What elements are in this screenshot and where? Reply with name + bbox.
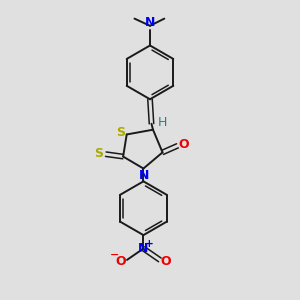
Text: O: O xyxy=(160,255,171,268)
Text: N: N xyxy=(138,242,148,255)
Text: O: O xyxy=(116,255,126,268)
Text: N: N xyxy=(145,16,155,29)
Text: N: N xyxy=(139,169,149,182)
Text: S: S xyxy=(116,126,124,139)
Text: H: H xyxy=(158,116,167,129)
Text: −: − xyxy=(110,250,119,260)
Text: S: S xyxy=(94,147,103,160)
Text: O: O xyxy=(179,138,189,151)
Text: +: + xyxy=(145,239,154,249)
